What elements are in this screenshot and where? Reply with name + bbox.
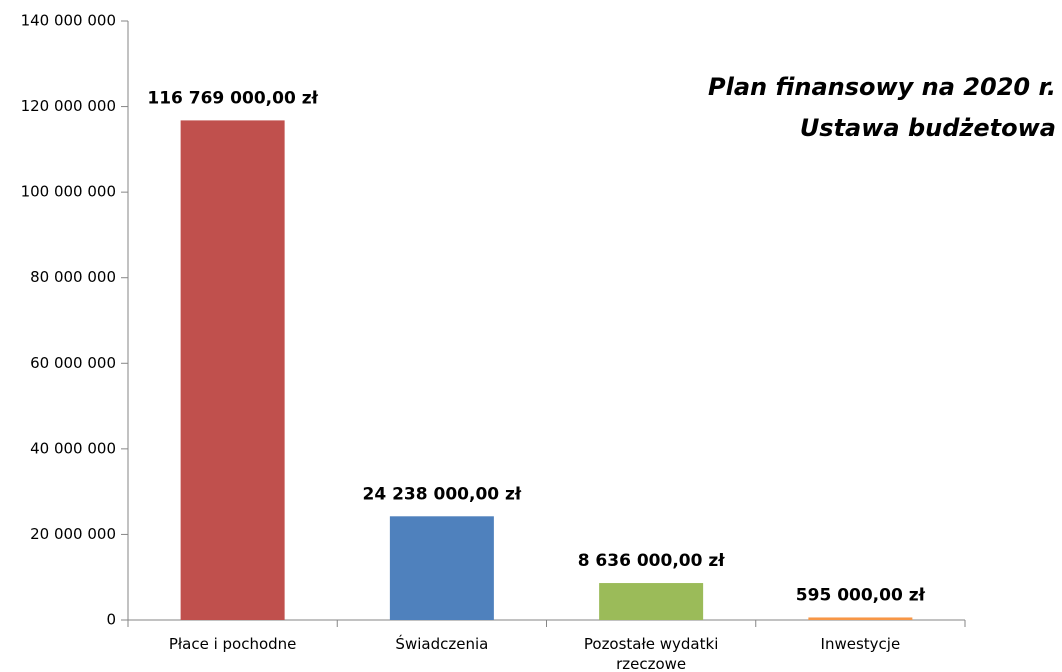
y-tick-label: 40 000 000 xyxy=(30,439,116,457)
data-label: 8 636 000,00 zł xyxy=(578,551,726,571)
x-tick-label: Pozostałe wydatki rzeczowe xyxy=(583,635,719,672)
chart-subtitle: Ustawa budżetowa xyxy=(800,114,1056,142)
y-tick-label: 100 000 000 xyxy=(21,183,116,201)
y-tick-label: 80 000 000 xyxy=(30,268,116,286)
data-label: 595 000,00 zł xyxy=(796,585,926,605)
bar xyxy=(599,583,704,620)
x-tick-label: Płace i pochodne xyxy=(168,635,297,653)
bar xyxy=(389,516,494,620)
x-tick-label: Świadczenia xyxy=(395,635,489,653)
x-tick-label: Inwestycje xyxy=(820,635,901,653)
y-tick-label: 20 000 000 xyxy=(30,525,116,543)
y-tick-label: 60 000 000 xyxy=(30,354,116,372)
y-tick-label: 0 xyxy=(106,611,116,629)
bar xyxy=(808,617,913,620)
chart-title: Plan finansowy na 2020 r. xyxy=(708,73,1056,101)
bar xyxy=(180,120,285,620)
data-label: 116 769 000,00 zł xyxy=(147,88,318,108)
data-label: 24 238 000,00 zł xyxy=(363,484,522,504)
y-tick-label: 140 000 000 xyxy=(21,12,116,30)
y-tick-label: 120 000 000 xyxy=(21,97,116,115)
